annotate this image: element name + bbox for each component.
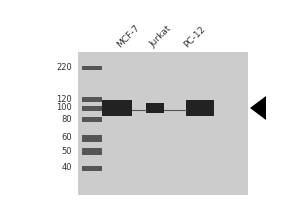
- Bar: [102, 100, 132, 116]
- Text: 220: 220: [56, 64, 72, 72]
- Bar: [82, 106, 102, 110]
- Bar: [82, 166, 102, 170]
- Text: 60: 60: [61, 134, 72, 142]
- Text: 120: 120: [56, 95, 72, 104]
- Bar: [78, 52, 248, 195]
- Text: Jurkat: Jurkat: [148, 24, 173, 49]
- Bar: [82, 97, 102, 102]
- Polygon shape: [250, 96, 266, 120]
- Text: 40: 40: [61, 164, 72, 172]
- Text: PC-12: PC-12: [182, 24, 207, 49]
- Text: 100: 100: [56, 104, 72, 112]
- Bar: [186, 100, 214, 116]
- Bar: [82, 116, 102, 121]
- Bar: [82, 134, 102, 142]
- Bar: [82, 148, 102, 154]
- Bar: [146, 103, 164, 113]
- Text: MCF-7: MCF-7: [115, 23, 141, 49]
- Bar: [82, 66, 102, 70]
- Text: 80: 80: [61, 114, 72, 123]
- Text: 50: 50: [61, 146, 72, 156]
